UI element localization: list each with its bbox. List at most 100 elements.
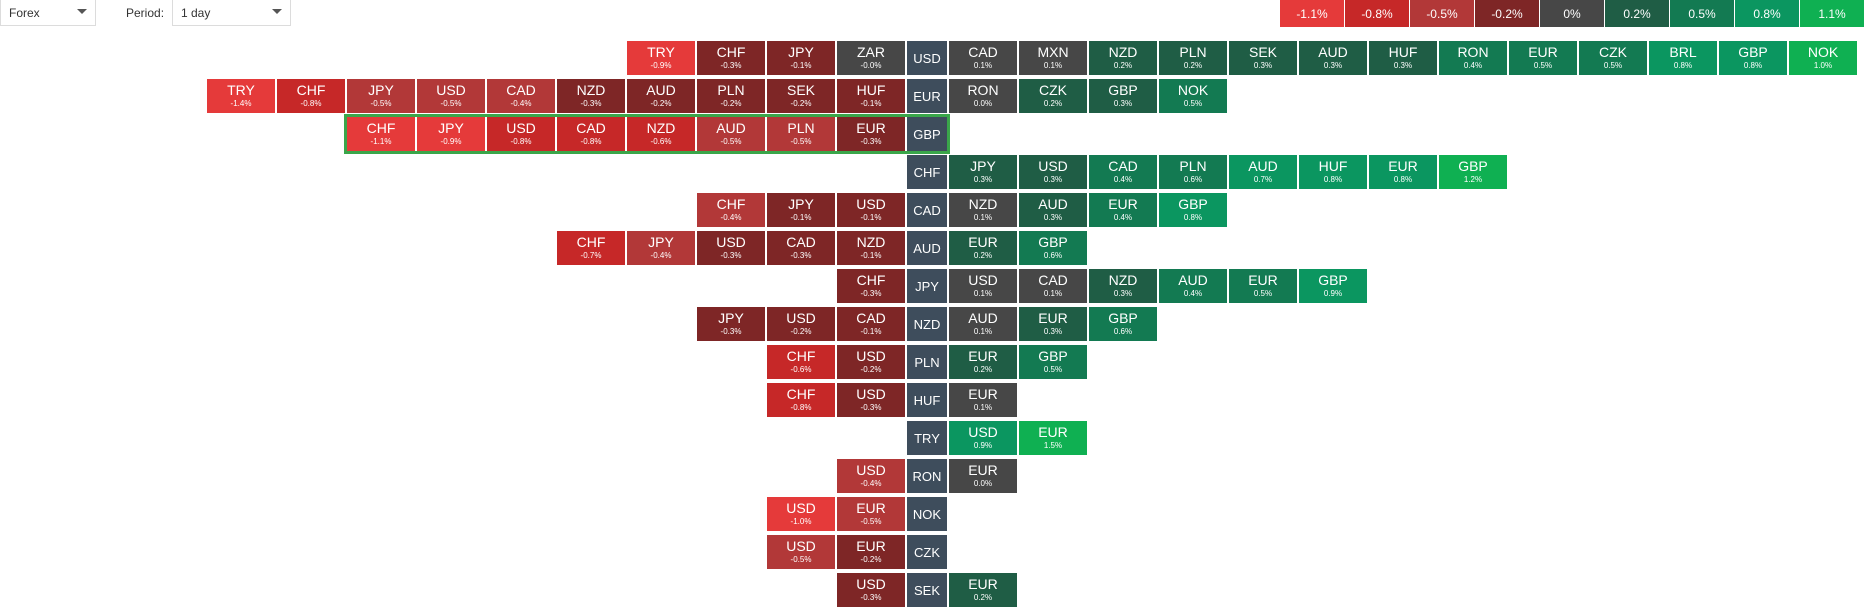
pair-cell-jpy-aud[interactable]: AUD 0.4% (1159, 269, 1227, 303)
pair-cell-usd-czk[interactable]: CZK 0.5% (1579, 41, 1647, 75)
pair-cell-eur-czk[interactable]: CZK 0.2% (1019, 79, 1087, 113)
pair-cell-chf-jpy[interactable]: JPY 0.3% (949, 155, 1017, 189)
pair-cell-eur-jpy[interactable]: JPY -0.5% (347, 79, 415, 113)
pair-cell-usd-gbp[interactable]: GBP 0.8% (1719, 41, 1787, 75)
pair-cell-usd-cad[interactable]: CAD 0.1% (949, 41, 1017, 75)
pair-cell-nok-eur[interactable]: EUR -0.5% (837, 497, 905, 531)
pair-cell-gbp-nzd[interactable]: NZD -0.6% (627, 117, 695, 151)
pair-cell-gbp-eur[interactable]: EUR -0.3% (837, 117, 905, 151)
pair-cell-nzd-gbp[interactable]: GBP 0.6% (1089, 307, 1157, 341)
pair-cell-nzd-jpy[interactable]: JPY -0.3% (697, 307, 765, 341)
pair-cell-chf-eur[interactable]: EUR 0.8% (1369, 155, 1437, 189)
pair-cell-sek-eur[interactable]: EUR 0.2% (949, 573, 1017, 607)
pair-cell-usd-brl[interactable]: BRL 0.8% (1649, 41, 1717, 75)
pair-cell-jpy-nzd[interactable]: NZD 0.3% (1089, 269, 1157, 303)
pair-cell-eur-cad[interactable]: CAD -0.4% (487, 79, 555, 113)
pair-cell-aud-gbp[interactable]: GBP 0.6% (1019, 231, 1087, 265)
pair-cell-pln-usd[interactable]: USD -0.2% (837, 345, 905, 379)
pair-cell-jpy-eur[interactable]: EUR 0.5% (1229, 269, 1297, 303)
pair-cell-aud-nzd[interactable]: NZD -0.1% (837, 231, 905, 265)
base-currency-chf[interactable]: CHF (907, 155, 947, 189)
pair-cell-gbp-pln[interactable]: PLN -0.5% (767, 117, 835, 151)
pair-cell-usd-aud[interactable]: AUD 0.3% (1299, 41, 1367, 75)
pair-cell-usd-try[interactable]: TRY -0.9% (627, 41, 695, 75)
pair-cell-huf-usd[interactable]: USD -0.3% (837, 383, 905, 417)
pair-cell-usd-eur[interactable]: EUR 0.5% (1509, 41, 1577, 75)
pair-cell-usd-zar[interactable]: ZAR -0.0% (837, 41, 905, 75)
pair-cell-aud-chf[interactable]: CHF -0.7% (557, 231, 625, 265)
pair-cell-chf-gbp[interactable]: GBP 1.2% (1439, 155, 1507, 189)
pair-cell-pln-gbp[interactable]: GBP 0.5% (1019, 345, 1087, 379)
pair-cell-aud-cad[interactable]: CAD -0.3% (767, 231, 835, 265)
pair-cell-sek-usd[interactable]: USD -0.3% (837, 573, 905, 607)
base-currency-cad[interactable]: CAD (907, 193, 947, 227)
pair-cell-eur-ron[interactable]: RON 0.0% (949, 79, 1017, 113)
base-currency-nok[interactable]: NOK (907, 497, 947, 531)
pair-cell-gbp-usd[interactable]: USD -0.8% (487, 117, 555, 151)
pair-cell-nzd-usd[interactable]: USD -0.2% (767, 307, 835, 341)
pair-cell-usd-pln[interactable]: PLN 0.2% (1159, 41, 1227, 75)
pair-cell-huf-eur[interactable]: EUR 0.1% (949, 383, 1017, 417)
pair-cell-aud-eur[interactable]: EUR 0.2% (949, 231, 1017, 265)
pair-cell-eur-try[interactable]: TRY -1.4% (207, 79, 275, 113)
pair-cell-czk-eur[interactable]: EUR -0.2% (837, 535, 905, 569)
pair-cell-pln-chf[interactable]: CHF -0.6% (767, 345, 835, 379)
pair-cell-pln-eur[interactable]: EUR 0.2% (949, 345, 1017, 379)
pair-cell-eur-chf[interactable]: CHF -0.8% (277, 79, 345, 113)
pair-cell-usd-sek[interactable]: SEK 0.3% (1229, 41, 1297, 75)
pair-cell-usd-chf[interactable]: CHF -0.3% (697, 41, 765, 75)
pair-cell-chf-usd[interactable]: USD 0.3% (1019, 155, 1087, 189)
pair-cell-nzd-aud[interactable]: AUD 0.1% (949, 307, 1017, 341)
pair-cell-aud-jpy[interactable]: JPY -0.4% (627, 231, 695, 265)
pair-cell-ron-usd[interactable]: USD -0.4% (837, 459, 905, 493)
base-currency-eur[interactable]: EUR (907, 79, 947, 113)
pair-cell-cad-aud[interactable]: AUD 0.3% (1019, 193, 1087, 227)
base-currency-try[interactable]: TRY (907, 421, 947, 455)
pair-cell-gbp-cad[interactable]: CAD -0.8% (557, 117, 625, 151)
pair-cell-chf-huf[interactable]: HUF 0.8% (1299, 155, 1367, 189)
pair-cell-gbp-chf[interactable]: CHF -1.1% (347, 117, 415, 151)
base-currency-ron[interactable]: RON (907, 459, 947, 493)
pair-cell-eur-pln[interactable]: PLN -0.2% (697, 79, 765, 113)
base-currency-nzd[interactable]: NZD (907, 307, 947, 341)
pair-cell-gbp-jpy[interactable]: JPY -0.9% (417, 117, 485, 151)
base-currency-usd[interactable]: USD (907, 41, 947, 75)
pair-cell-jpy-chf[interactable]: CHF -0.3% (837, 269, 905, 303)
base-currency-sek[interactable]: SEK (907, 573, 947, 607)
base-currency-aud[interactable]: AUD (907, 231, 947, 265)
pair-cell-chf-cad[interactable]: CAD 0.4% (1089, 155, 1157, 189)
pair-cell-huf-chf[interactable]: CHF -0.8% (767, 383, 835, 417)
pair-cell-eur-usd[interactable]: USD -0.5% (417, 79, 485, 113)
pair-cell-eur-aud[interactable]: AUD -0.2% (627, 79, 695, 113)
pair-cell-try-usd[interactable]: USD 0.9% (949, 421, 1017, 455)
pair-cell-eur-sek[interactable]: SEK -0.2% (767, 79, 835, 113)
pair-cell-gbp-aud[interactable]: AUD -0.5% (697, 117, 765, 151)
base-currency-gbp[interactable]: GBP (907, 117, 947, 151)
pair-cell-usd-nzd[interactable]: NZD 0.2% (1089, 41, 1157, 75)
pair-cell-cad-usd[interactable]: USD -0.1% (837, 193, 905, 227)
base-currency-czk[interactable]: CZK (907, 535, 947, 569)
pair-cell-nzd-cad[interactable]: CAD -0.1% (837, 307, 905, 341)
pair-cell-cad-jpy[interactable]: JPY -0.1% (767, 193, 835, 227)
pair-cell-usd-nok[interactable]: NOK 1.0% (1789, 41, 1857, 75)
pair-cell-usd-mxn[interactable]: MXN 0.1% (1019, 41, 1087, 75)
pair-cell-aud-usd[interactable]: USD -0.3% (697, 231, 765, 265)
pair-cell-jpy-cad[interactable]: CAD 0.1% (1019, 269, 1087, 303)
base-currency-huf[interactable]: HUF (907, 383, 947, 417)
pair-cell-jpy-usd[interactable]: USD 0.1% (949, 269, 1017, 303)
base-currency-jpy[interactable]: JPY (907, 269, 947, 303)
pair-cell-eur-nok[interactable]: NOK 0.5% (1159, 79, 1227, 113)
pair-cell-eur-gbp[interactable]: GBP 0.3% (1089, 79, 1157, 113)
pair-cell-nzd-eur[interactable]: EUR 0.3% (1019, 307, 1087, 341)
pair-cell-cad-nzd[interactable]: NZD 0.1% (949, 193, 1017, 227)
pair-cell-eur-nzd[interactable]: NZD -0.3% (557, 79, 625, 113)
pair-cell-jpy-gbp[interactable]: GBP 0.9% (1299, 269, 1367, 303)
pair-cell-chf-aud[interactable]: AUD 0.7% (1229, 155, 1297, 189)
pair-cell-ron-eur[interactable]: EUR 0.0% (949, 459, 1017, 493)
base-currency-pln[interactable]: PLN (907, 345, 947, 379)
pair-cell-usd-jpy[interactable]: JPY -0.1% (767, 41, 835, 75)
pair-cell-eur-huf[interactable]: HUF -0.1% (837, 79, 905, 113)
pair-cell-cad-gbp[interactable]: GBP 0.8% (1159, 193, 1227, 227)
pair-cell-usd-ron[interactable]: RON 0.4% (1439, 41, 1507, 75)
pair-cell-cad-chf[interactable]: CHF -0.4% (697, 193, 765, 227)
